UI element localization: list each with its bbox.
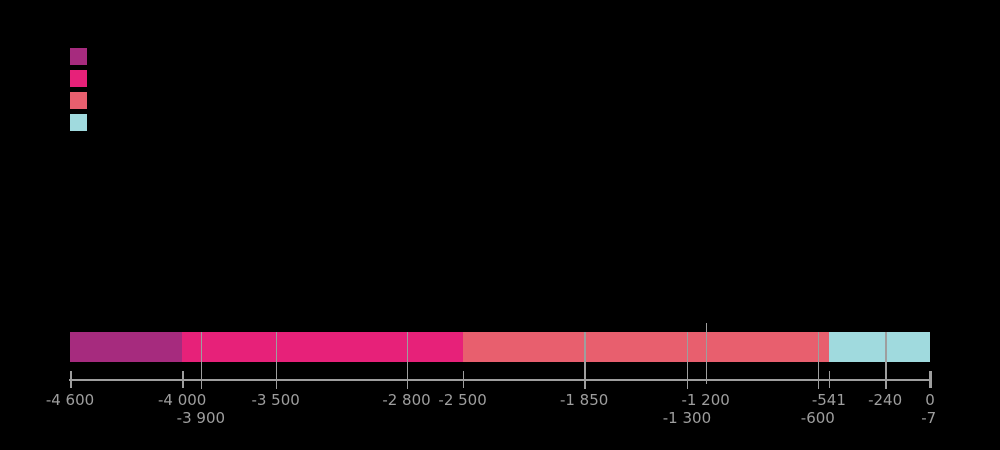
bar-segment: [70, 332, 183, 362]
legend-swatch-2[interactable]: [70, 70, 87, 87]
axis-tick-label: -2 500: [438, 391, 487, 409]
legend-swatch-4[interactable]: [70, 114, 87, 131]
axis-tick-label: -4 000: [157, 391, 207, 409]
axis-tick: [70, 371, 72, 388]
axis-tick-label: -240: [868, 391, 903, 409]
axis-tick-label: -1 300: [662, 409, 712, 427]
axis-tick-label: -600: [800, 409, 835, 427]
axis-tick: [462, 371, 465, 388]
axis-tick-label: -1 850: [559, 391, 609, 409]
axis-tick-label: -4 600: [45, 391, 95, 409]
axis-tick-label: -7: [921, 409, 937, 427]
segment-divider-line: [200, 332, 203, 389]
axis-tick: [928, 371, 931, 388]
legend-swatch-3[interactable]: [70, 92, 87, 109]
x-axis-line: [69, 379, 931, 381]
segment-divider-line: [406, 332, 409, 389]
axis-tick-label: -3 500: [251, 391, 300, 409]
segment-divider-line: [686, 332, 689, 389]
segment-divider-line: [817, 332, 820, 389]
axis-tick-label: -3 900: [176, 409, 226, 427]
marker-line: [705, 323, 708, 384]
axis-tick-label: -2 800: [382, 391, 431, 409]
axis-tick-label: -541: [811, 391, 846, 409]
segment-divider-line: [275, 332, 278, 389]
segment-divider-line: [885, 332, 887, 389]
segment-divider-line: [584, 332, 586, 389]
axis-tick: [828, 371, 831, 388]
axis-tick: [930, 371, 932, 388]
bar-segment: [182, 332, 463, 362]
axis-tick-label: -1 200: [681, 391, 730, 409]
axis-tick: [182, 371, 184, 388]
bar-segment: [462, 332, 829, 362]
bar-segment: [828, 332, 930, 362]
legend-swatch-1[interactable]: [70, 48, 87, 65]
axis-tick-label: 0: [925, 391, 935, 409]
